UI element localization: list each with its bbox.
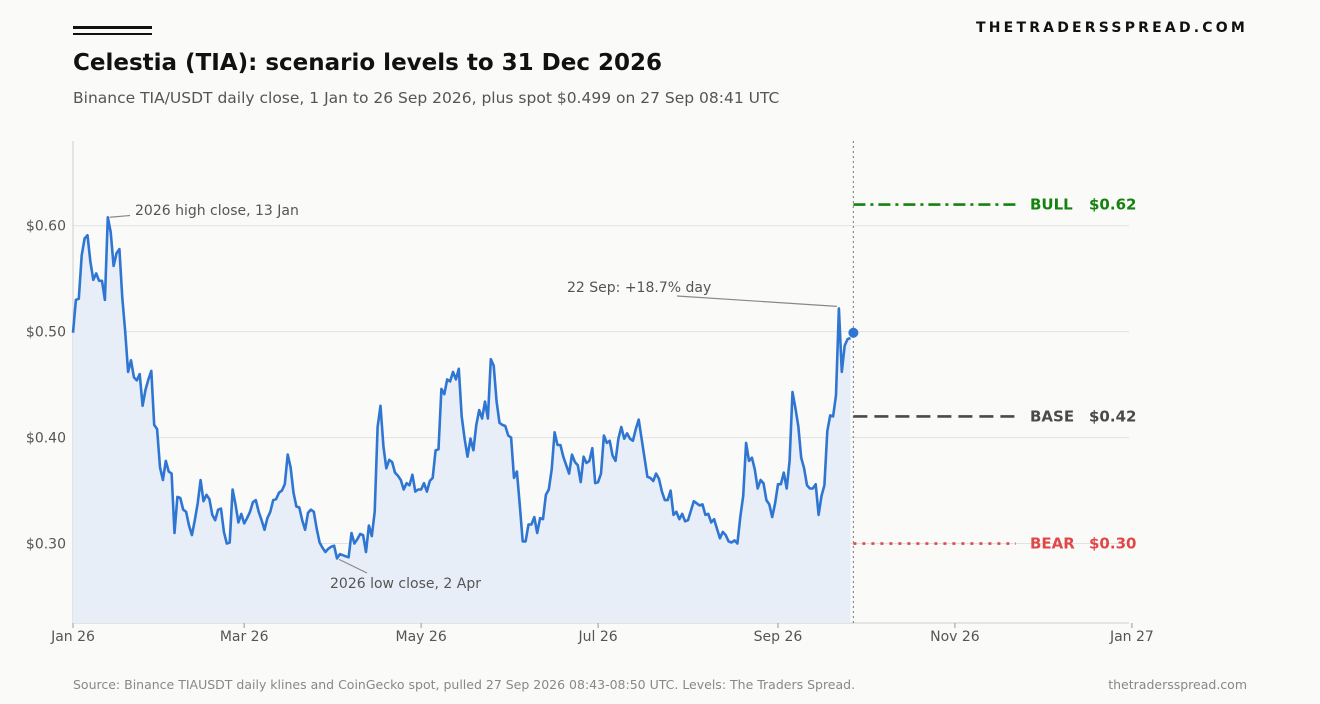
spot-point xyxy=(848,327,859,338)
x-tick-label: Jan 27 xyxy=(1109,629,1154,645)
chart-title: Celestia (TIA): scenario levels to 31 De… xyxy=(73,50,663,76)
x-tick-label: Jul 26 xyxy=(578,629,618,645)
bull-level-value: $0.62 xyxy=(1089,196,1136,214)
y-tick-label: $0.40 xyxy=(26,431,66,447)
x-tick-label: May 26 xyxy=(396,629,447,645)
base-level-label: BASE xyxy=(1030,407,1074,425)
annotation-leader xyxy=(109,214,131,218)
chart-subtitle: Binance TIA/USDT daily close, 1 Jan to 2… xyxy=(73,89,780,107)
bear-level-value: $0.30 xyxy=(1089,535,1136,553)
header-rule xyxy=(73,26,152,29)
y-tick-label: $0.50 xyxy=(26,325,66,341)
annotation-low-close: 2026 low close, 2 Apr xyxy=(330,576,481,592)
base-level-value: $0.42 xyxy=(1089,407,1136,425)
source-note: Source: Binance TIAUSDT daily klines and… xyxy=(73,677,856,692)
annotation-leader xyxy=(338,558,368,574)
footer-site: thetradersspread.com xyxy=(1108,677,1247,692)
x-tick-label: Jan 26 xyxy=(50,629,95,645)
brand-name: THETRADERSSPREAD.COM xyxy=(976,20,1248,36)
annotation-spike-day: 22 Sep: +18.7% day xyxy=(567,280,711,296)
y-tick-label: $0.60 xyxy=(26,219,66,235)
annotation-leader xyxy=(676,295,837,307)
header-rule-secondary xyxy=(73,33,152,35)
price-line xyxy=(71,216,851,560)
y-tick-label: $0.30 xyxy=(26,537,66,553)
bear-level-label: BEAR xyxy=(1030,535,1075,553)
bull-level-label: BULL xyxy=(1030,196,1073,214)
x-tick-label: Mar 26 xyxy=(220,629,269,645)
x-tick-label: Nov 26 xyxy=(930,629,980,645)
x-tick-label: Sep 26 xyxy=(754,629,803,645)
annotation-high-close: 2026 high close, 13 Jan xyxy=(135,203,299,219)
